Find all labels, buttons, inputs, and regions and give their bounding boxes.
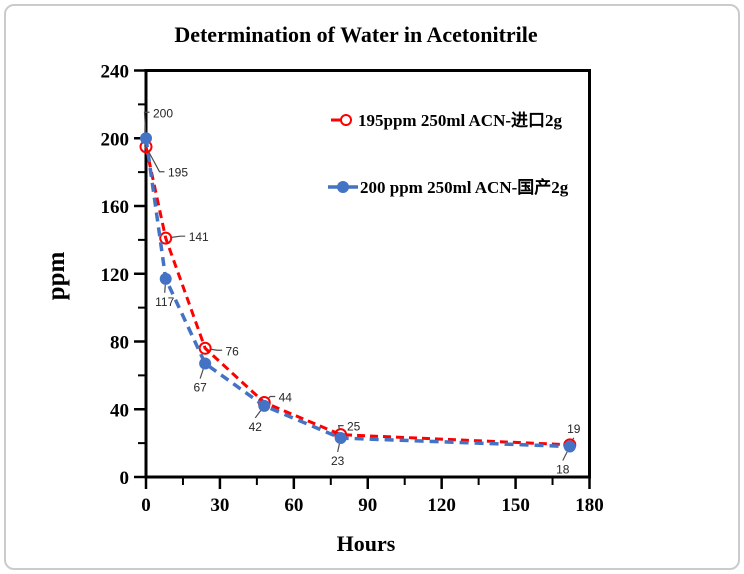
legend-label-domestic: 200 ppm 250ml ACN-国产2g (360, 177, 569, 197)
legend-label-imported: 195ppm 250ml ACN-进口2g (358, 111, 563, 130)
x-tick-label: 180 (575, 495, 604, 516)
label-leader-line (171, 235, 186, 238)
x-tick-label: 90 (358, 495, 377, 516)
axis-box (144, 69, 591, 479)
legend-key-filled-circle-icon (337, 181, 349, 193)
y-tick-label: 80 (110, 333, 129, 354)
data-point-filled-circle (563, 440, 576, 453)
label-leader-line (572, 437, 575, 440)
data-point-label: 117 (155, 295, 174, 309)
label-leader-line (143, 111, 150, 133)
data-point-label: 19 (567, 422, 581, 436)
y-tick-label: 160 (101, 197, 130, 218)
y-tick-label: 0 (120, 468, 130, 489)
y-tick-label: 240 (101, 62, 130, 83)
legend: 195ppm 250ml ACN-进口2g 200 ppm 250ml ACN-… (328, 111, 569, 197)
legend-item-domestic[interactable]: 200 ppm 250ml ACN-国产2g (328, 177, 569, 197)
label-leader-line (164, 284, 166, 293)
label-leader-line (210, 348, 223, 351)
data-point-label: 44 (279, 390, 293, 404)
label-leader-line (562, 451, 568, 461)
data-point-filled-circle (140, 132, 152, 145)
y-tick-label: 40 (110, 400, 129, 421)
data-point-label: 67 (193, 381, 207, 395)
y-axis-label: ppm (43, 252, 70, 301)
data-point-filled-circle (258, 399, 271, 412)
data-point-label: 18 (556, 463, 570, 477)
data-point-filled-circle (334, 432, 347, 445)
label-leader-line (268, 395, 276, 399)
legend-key-open-circle-icon (340, 114, 352, 126)
data-point-filled-circle (159, 272, 172, 285)
data-point-open-circle (198, 341, 212, 355)
data-point-label: 141 (189, 230, 209, 244)
series-line-1 (144, 138, 570, 449)
data-point-open-circle (159, 231, 173, 245)
x-axis-label: Hours (337, 531, 396, 556)
x-tick-label: 30 (210, 495, 229, 516)
label-leader-line (337, 443, 340, 453)
data-point-filled-circle (199, 357, 212, 370)
plot-area: 0 30 60 90 120 150 180 0 40 80 120 160 200 240 195 141 7… (101, 62, 604, 517)
data-point-label: 25 (347, 420, 361, 434)
data-point-label: 23 (331, 454, 345, 468)
y-tick-label: 120 (101, 265, 130, 286)
label-leader-line (199, 369, 204, 379)
data-point-label: 200 (153, 106, 173, 120)
y-tick-label: 200 (101, 129, 130, 150)
legend-item-imported[interactable]: 195ppm 250ml ACN-进口2g (331, 111, 563, 130)
data-point-label: 76 (225, 344, 239, 358)
chart-title: Determination of Water in Acetonitrile (174, 22, 538, 47)
label-leader-line (337, 425, 344, 429)
x-tick-label: 150 (501, 495, 530, 516)
x-tick-label: 120 (427, 495, 456, 516)
series-line-0 (144, 146, 570, 447)
label-leader-line (148, 151, 165, 173)
data-point-label: 42 (249, 420, 263, 434)
label-leader-line (254, 410, 262, 419)
x-tick-label: 60 (284, 495, 303, 516)
data-point-label: 195 (168, 166, 188, 180)
x-tick-label: 0 (141, 495, 151, 516)
